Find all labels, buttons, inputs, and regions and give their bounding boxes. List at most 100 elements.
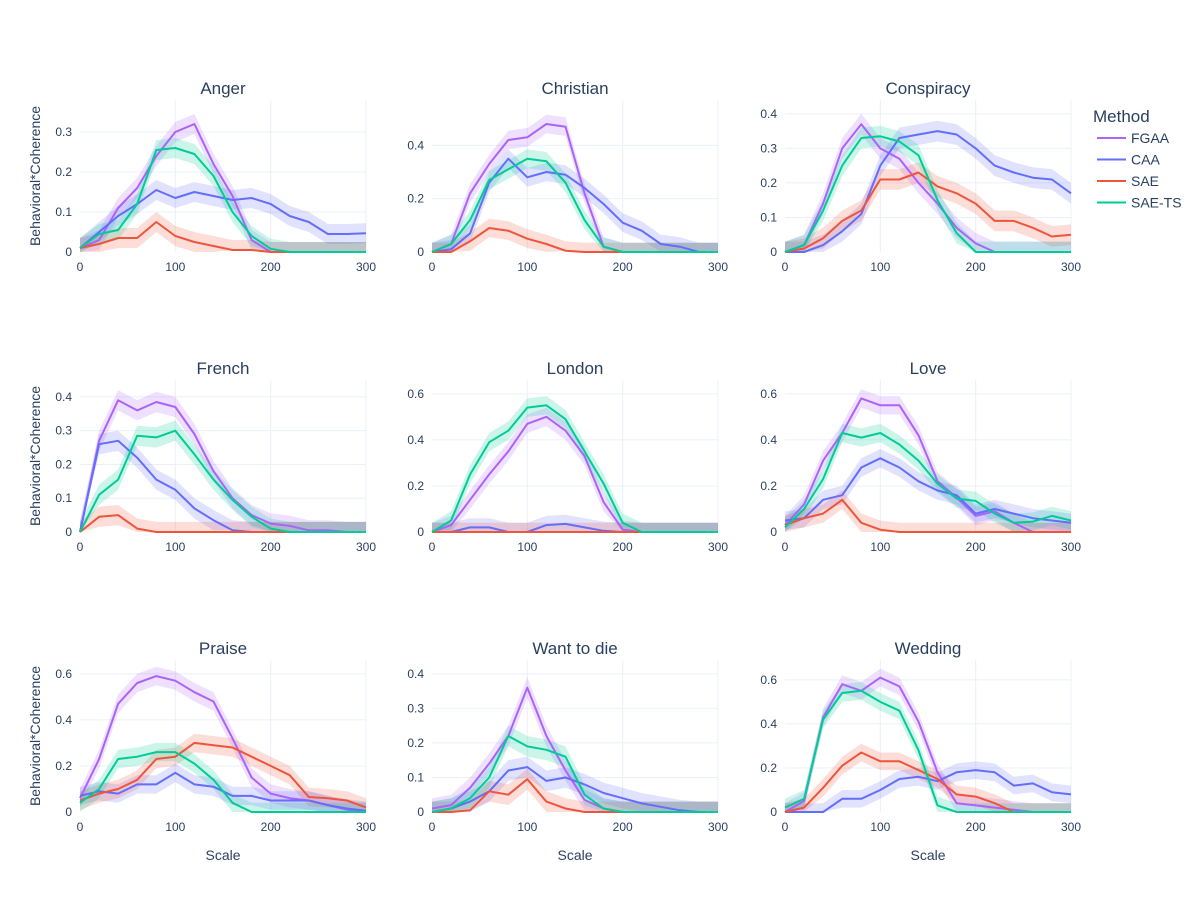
y-tick-label: 0.3 — [55, 424, 72, 438]
line-caa — [431, 157, 718, 253]
panel-london: 0 100 200 300 0 0.2 0.4 0.6 London — [407, 359, 728, 554]
y-tick-label: 0 — [65, 525, 72, 539]
line-sae-ts — [431, 735, 718, 813]
line-sae-ts — [784, 432, 1072, 529]
line-sae — [79, 741, 367, 809]
x-tick-label: 200 — [613, 540, 633, 554]
panel-title: London — [547, 359, 604, 378]
x-tick-label: 300 — [356, 820, 376, 834]
x-tick-label: 300 — [708, 260, 728, 274]
line-caa — [431, 766, 718, 813]
y-tick-label: 0.4 — [760, 717, 777, 731]
line-sae-ts — [79, 429, 366, 533]
x-tick-label: 100 — [517, 540, 537, 554]
y-tick-label: 0.2 — [407, 479, 424, 493]
y-tick-label: 0.4 — [407, 138, 424, 152]
x-tick-label: 200 — [966, 820, 986, 834]
x-tick-label: 0 — [429, 260, 436, 274]
legend-label-sae-ts: SAE-TS — [1131, 195, 1182, 211]
panel-title: Conspiracy — [885, 79, 971, 98]
x-tick-label: 0 — [782, 820, 789, 834]
band-caa — [432, 514, 718, 532]
x-tick-label: 0 — [77, 260, 84, 274]
line-fgaa — [784, 397, 1071, 533]
y-tick-label: 0 — [770, 245, 777, 259]
legend-label-caa: CAA — [1131, 152, 1160, 168]
band-fgaa — [432, 114, 718, 252]
y-tick-label: 0.2 — [760, 761, 777, 775]
y-tick-label: 0.1 — [407, 770, 424, 784]
x-tick-label: 300 — [708, 820, 728, 834]
line-sae-ts — [784, 689, 1071, 813]
y-tick-label: 0.4 — [55, 713, 72, 727]
x-tick-label: 100 — [165, 540, 185, 554]
x-tick-label: 300 — [1061, 820, 1081, 834]
x-tick-label: 0 — [77, 820, 84, 834]
panel-french: 0 100 200 300 0 0.1 0.2 0.3 0.4 French Behavioral*… — [27, 359, 376, 554]
x-tick-label: 200 — [966, 540, 986, 554]
band-fgaa — [432, 407, 718, 532]
line-caa — [785, 130, 1072, 253]
y-tick-label: 0.1 — [55, 491, 72, 505]
band-caa — [785, 449, 1071, 532]
panel-wedding: 0 100 200 300 0 0.2 0.4 0.6 Wedding Scale — [760, 639, 1081, 863]
y-tick-label: 0.4 — [407, 667, 424, 681]
y-tick-label: 0 — [417, 245, 424, 259]
line-sae-ts — [431, 404, 718, 533]
x-tick-label: 200 — [261, 260, 281, 274]
line-fgaa — [784, 676, 1071, 813]
y-tick-label: 0.1 — [760, 210, 777, 224]
y-tick-label: 0.4 — [760, 107, 777, 121]
panel-title: Want to die — [532, 639, 617, 658]
panel-want-to-die: 0 100 200 300 0 0.1 0.2 0.3 0.4 Want to die Scale — [407, 639, 728, 863]
panel-title: Praise — [199, 639, 247, 658]
line-fgaa — [79, 399, 366, 533]
line-sae — [784, 498, 1071, 533]
x-tick-label: 300 — [356, 260, 376, 274]
x-tick-label: 200 — [261, 820, 281, 834]
line-sae-ts — [784, 135, 1071, 253]
y-tick-label: 0.6 — [760, 673, 777, 687]
x-axis-label: Scale — [557, 847, 592, 863]
x-tick-label: 100 — [517, 820, 537, 834]
panel-praise: 0 100 200 300 0 0.2 0.4 0.6 Praise Behavioral*Coh… — [27, 639, 376, 863]
panel-conspiracy: 0 100 200 300 0 0.1 0.2 0.3 0.4 Conspiracy — [760, 79, 1081, 274]
x-tick-label: 100 — [870, 540, 890, 554]
line-caa — [79, 189, 367, 249]
x-tick-label: 300 — [1061, 260, 1081, 274]
panel-title: Love — [910, 359, 947, 378]
line-caa — [784, 457, 1072, 524]
y-tick-label: 0.4 — [760, 433, 777, 447]
x-tick-label: 0 — [429, 820, 436, 834]
legend-title: Method — [1093, 107, 1150, 126]
y-tick-label: 0.2 — [407, 736, 424, 750]
y-tick-label: 0 — [65, 805, 72, 819]
band-fgaa — [80, 114, 366, 252]
x-tick-label: 100 — [870, 260, 890, 274]
y-tick-label: 0.2 — [760, 176, 777, 190]
line-sae-ts — [79, 147, 366, 253]
x-tick-label: 100 — [517, 260, 537, 274]
y-tick-label: 0.4 — [407, 433, 424, 447]
y-tick-label: 0.6 — [407, 387, 424, 401]
line-sae-ts — [79, 751, 366, 813]
band-sae — [80, 733, 366, 812]
x-tick-label: 100 — [870, 820, 890, 834]
y-axis-label: Behavioral*Coherence — [27, 386, 43, 526]
y-tick-label: 0.2 — [55, 759, 72, 773]
y-tick-label: 0.3 — [760, 141, 777, 155]
y-tick-label: 0.6 — [55, 667, 72, 681]
y-tick-label: 0.4 — [55, 390, 72, 404]
x-tick-label: 0 — [429, 540, 436, 554]
panel-title: French — [197, 359, 250, 378]
band-sae-ts — [785, 423, 1071, 532]
y-tick-label: 0 — [770, 805, 777, 819]
band-sae — [432, 768, 718, 812]
band-sae — [785, 162, 1071, 252]
band-sae — [432, 522, 718, 532]
y-tick-label: 0.2 — [760, 479, 777, 493]
x-tick-label: 200 — [966, 260, 986, 274]
legend-label-fgaa: FGAA — [1131, 130, 1170, 146]
